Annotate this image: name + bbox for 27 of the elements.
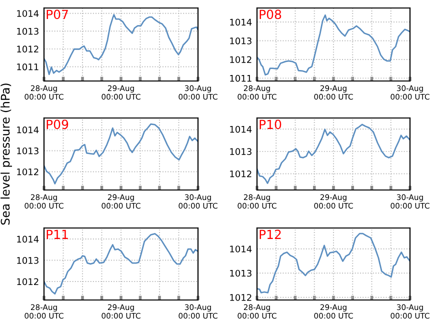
- y-tick-label: 1013: [17, 147, 38, 154]
- y-tick-label: 1014: [17, 236, 39, 243]
- y-tick-label: 1013: [17, 28, 38, 35]
- y-tick-label: 1012: [230, 56, 252, 64]
- y-tick-label: 1012: [230, 170, 252, 178]
- y-tick-label: 1012: [230, 294, 252, 301]
- y-tick-label: 1012: [17, 168, 38, 176]
- y-tick-label: 1014: [17, 126, 39, 134]
- chart-title: P07: [46, 10, 68, 20]
- y-tick-label: 1014: [230, 18, 252, 26]
- y-tick-label: 1012: [17, 46, 38, 53]
- chart-title: P09: [46, 120, 68, 130]
- chart-title: P08: [260, 10, 282, 20]
- chart-title: P11: [46, 230, 68, 239]
- y-tick-label: 1014: [230, 126, 252, 133]
- chart-title: P12: [260, 230, 281, 239]
- y-tick-label: 1013: [230, 37, 252, 44]
- y-tick-label: 1011: [17, 63, 38, 70]
- y-tick-label: 1011: [230, 74, 252, 82]
- y-tick-label: 1014: [230, 246, 252, 252]
- y-tick-label: 1013: [230, 148, 252, 155]
- y-tick-label: 1013: [230, 270, 252, 277]
- chart-title: P10: [260, 120, 282, 130]
- y-tick-label: 1014: [17, 10, 39, 17]
- y-axis-title: Sea level pressure (hPa): [0, 84, 12, 225]
- y-tick-label: 1012: [17, 278, 38, 286]
- y-tick-label: 1013: [17, 257, 38, 264]
